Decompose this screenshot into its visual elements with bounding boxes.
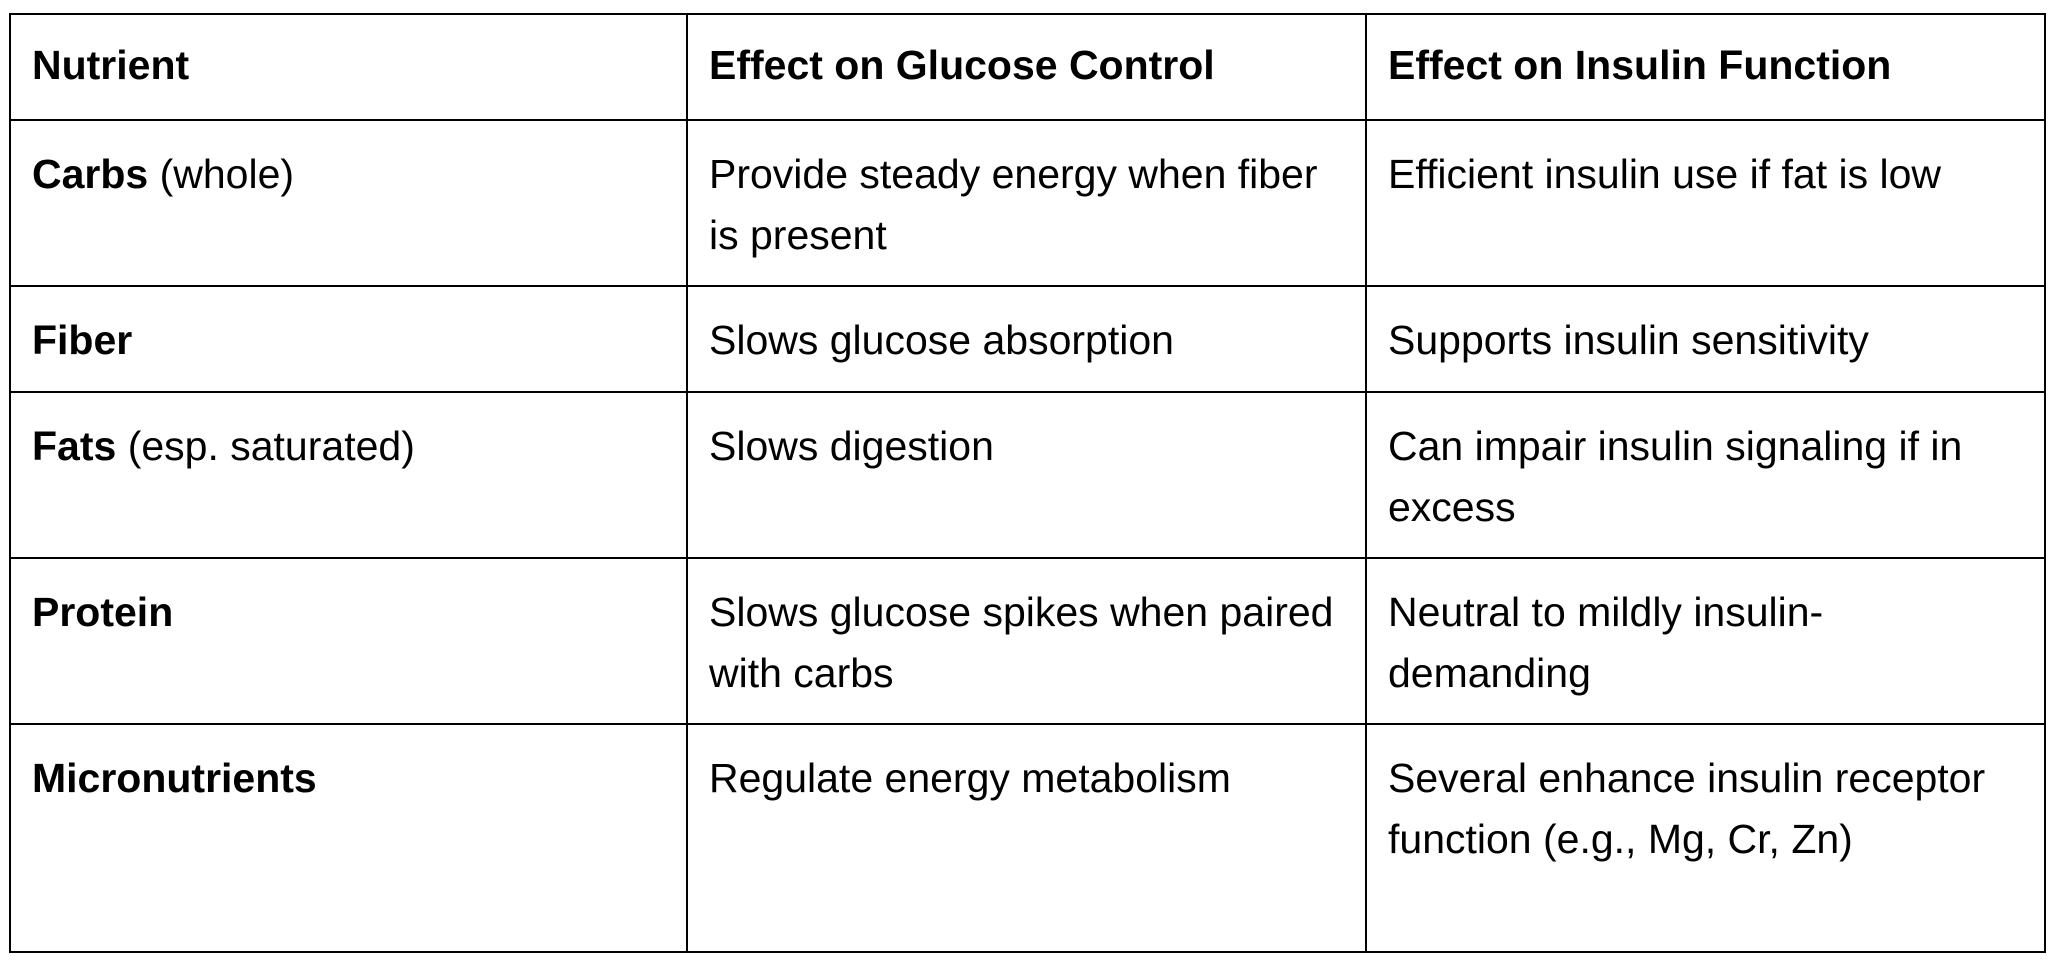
table-row: Protein Slows glucose spikes when paired… <box>9 557 2046 725</box>
header-insulin-function: Effect on Insulin Function <box>1365 13 2046 121</box>
nutrient-name: Protein <box>32 589 174 635</box>
insulin-effect-cell: Efficient insulin use if fat is low <box>1365 119 2046 287</box>
table-header-row: Nutrient Effect on Glucose Control Effec… <box>9 13 2046 121</box>
nutrient-name: Fats <box>32 423 117 469</box>
nutrient-name: Carbs <box>32 151 149 197</box>
insulin-effect-cell: Can impair insulin signaling if in exces… <box>1365 391 2046 559</box>
table-row: Fats (esp. saturated) Slows digestion Ca… <box>9 391 2046 559</box>
table-row: Micronutrients Regulate energy metabolis… <box>9 723 2046 953</box>
nutrient-cell: Fiber <box>9 285 688 393</box>
nutrient-name: Micronutrients <box>32 755 317 801</box>
nutrient-cell: Micronutrients <box>9 723 688 953</box>
nutrient-qualifier: (whole) <box>148 151 295 197</box>
header-nutrient: Nutrient <box>9 13 688 121</box>
glucose-effect-cell: Regulate energy metabolism <box>686 723 1367 953</box>
insulin-effect-cell: Several enhance insulin receptor functio… <box>1365 723 2046 953</box>
glucose-effect-cell: Slows glucose absorption <box>686 285 1367 393</box>
table-row: Fiber Slows glucose absorption Supports … <box>9 285 2046 393</box>
insulin-effect-cell: Neutral to mildly insulin-demanding <box>1365 557 2046 725</box>
nutrient-effects-table: Nutrient Effect on Glucose Control Effec… <box>9 13 2046 953</box>
nutrient-qualifier: (esp. saturated) <box>116 423 415 469</box>
glucose-effect-cell: Provide steady energy when fiber is pres… <box>686 119 1367 287</box>
insulin-effect-cell: Supports insulin sensitivity <box>1365 285 2046 393</box>
nutrient-cell: Fats (esp. saturated) <box>9 391 688 559</box>
glucose-effect-cell: Slows digestion <box>686 391 1367 559</box>
nutrient-cell: Protein <box>9 557 688 725</box>
header-glucose-control: Effect on Glucose Control <box>686 13 1367 121</box>
nutrient-cell: Carbs (whole) <box>9 119 688 287</box>
table-row: Carbs (whole) Provide steady energy when… <box>9 119 2046 287</box>
nutrient-name: Fiber <box>32 317 133 363</box>
glucose-effect-cell: Slows glucose spikes when paired with ca… <box>686 557 1367 725</box>
